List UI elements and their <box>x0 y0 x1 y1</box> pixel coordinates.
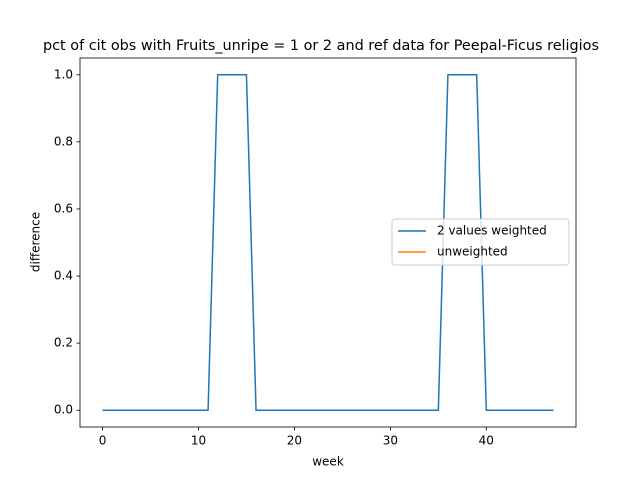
x-tick-label: 10 <box>191 434 206 448</box>
y-tick-label: 0.4 <box>54 269 73 283</box>
chart-title: pct of cit obs with Fruits_unripe = 1 or… <box>43 38 599 54</box>
x-tick-label: 30 <box>383 434 398 448</box>
y-tick-label: 0.0 <box>54 403 73 417</box>
x-tick-label: 20 <box>287 434 302 448</box>
y-axis-label: difference <box>29 212 43 272</box>
y-tick-label: 1.0 <box>54 67 73 81</box>
legend-label: 2 values weighted <box>437 224 547 238</box>
legend-label: unweighted <box>437 245 508 259</box>
y-tick-label: 0.8 <box>54 134 73 148</box>
y-tick-label: 0.6 <box>54 201 73 215</box>
axes-frame <box>79 57 577 428</box>
line <box>102 74 554 411</box>
x-tick-label: 40 <box>479 434 494 448</box>
y-tick-label: 0.2 <box>54 336 73 350</box>
legend-box <box>391 218 570 266</box>
x-tick-label: 0 <box>99 434 107 448</box>
x-axis-label: week <box>312 455 344 469</box>
